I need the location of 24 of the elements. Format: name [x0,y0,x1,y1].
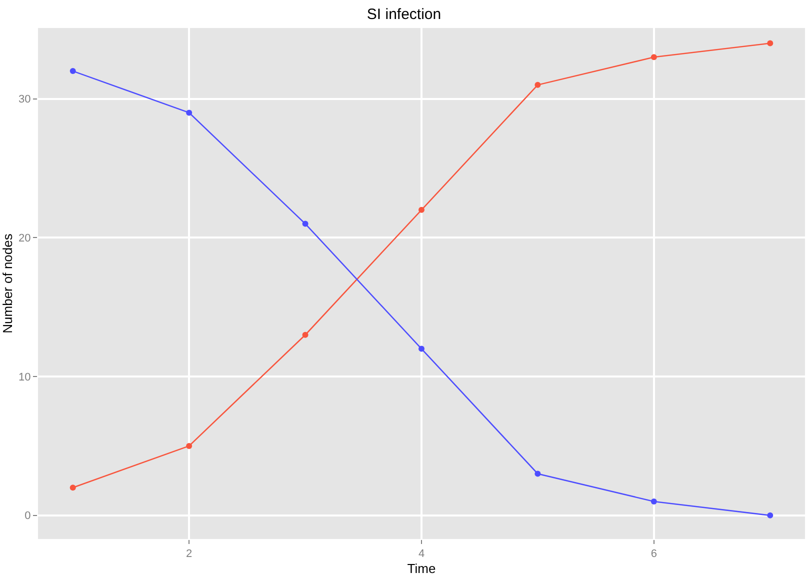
chart-title: SI infection [366,6,442,24]
y-tick-label: 10 [18,371,31,384]
point [534,82,541,88]
point [767,40,774,46]
y-tick-label: 0 [24,510,31,522]
y-axis-title: Number of nodes [0,233,15,334]
y-tick-label: 30 [18,94,31,106]
point [70,484,76,491]
point [534,470,541,477]
point [650,54,657,60]
x-tick-label: 6 [650,548,657,560]
point [186,442,192,449]
y-tick-label: 20 [18,232,31,245]
point [650,498,657,505]
x-axis-title: Time [407,560,436,576]
x-tick-label: 4 [418,548,425,560]
point [767,512,774,518]
point [186,110,192,116]
point [70,68,76,74]
point [418,206,424,213]
point [302,332,308,338]
point [418,346,424,352]
x-tick-label: 2 [186,548,192,560]
point [302,220,308,227]
